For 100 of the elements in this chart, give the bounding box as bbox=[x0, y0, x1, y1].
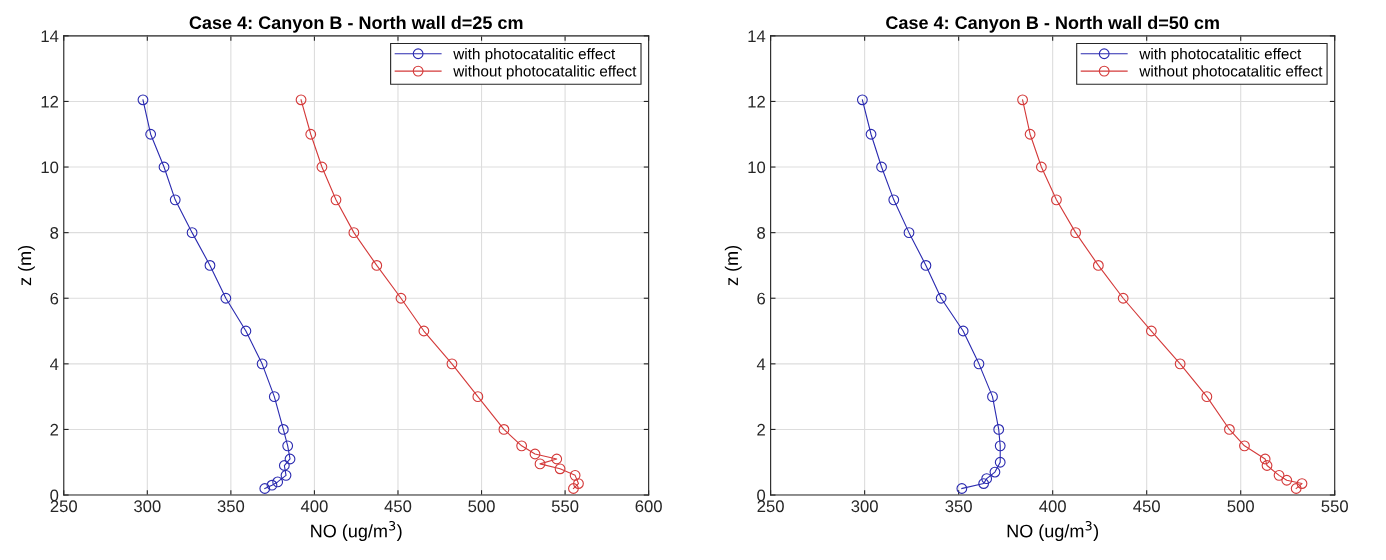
y-tick-label: 4 bbox=[756, 358, 766, 370]
point bbox=[268, 391, 280, 403]
point bbox=[1290, 483, 1302, 494]
point bbox=[978, 478, 990, 489]
y-tick-label: 10 bbox=[41, 161, 59, 174]
point bbox=[994, 440, 1006, 452]
x-tick-label: 400 bbox=[300, 500, 328, 513]
legend-label: without photocatalitic effect bbox=[1139, 65, 1323, 80]
point bbox=[981, 473, 993, 485]
point bbox=[920, 260, 932, 271]
point bbox=[282, 440, 294, 452]
point bbox=[1024, 128, 1036, 140]
point bbox=[330, 194, 342, 206]
point bbox=[145, 128, 157, 140]
point bbox=[277, 424, 289, 435]
legend-label: with photocatalitic effect bbox=[453, 48, 616, 63]
point bbox=[956, 483, 968, 494]
point bbox=[272, 476, 284, 488]
point bbox=[280, 469, 292, 481]
point bbox=[295, 94, 307, 106]
point bbox=[876, 161, 887, 173]
point bbox=[220, 292, 232, 304]
point bbox=[534, 458, 546, 470]
y-tick-label: 12 bbox=[41, 95, 59, 108]
point bbox=[284, 453, 296, 465]
point bbox=[1281, 474, 1293, 486]
point bbox=[973, 358, 985, 370]
chart-title: Case 4: Canyon B - North wall d=50 cm bbox=[886, 15, 1219, 33]
y-tick-label: 10 bbox=[748, 161, 766, 174]
point bbox=[418, 325, 430, 337]
chart-title: Case 4: Canyon B - North wall d=25 cm bbox=[189, 15, 523, 33]
point bbox=[1296, 478, 1308, 489]
point bbox=[516, 440, 528, 452]
point bbox=[278, 460, 290, 471]
point bbox=[472, 391, 484, 403]
point bbox=[1224, 424, 1235, 435]
point bbox=[1051, 194, 1062, 206]
x-tick-label: 250 bbox=[757, 500, 784, 513]
point bbox=[1145, 325, 1157, 337]
point bbox=[573, 478, 584, 489]
point bbox=[569, 469, 581, 481]
point bbox=[993, 424, 1005, 435]
point bbox=[266, 479, 278, 491]
point bbox=[305, 128, 317, 140]
y-tick-label: 0 bbox=[757, 489, 766, 502]
x-tick-label: 600 bbox=[635, 500, 662, 513]
y-tick-label: 2 bbox=[757, 423, 765, 436]
x-axis-title: NO (ug/m$^{3}$) bbox=[311, 520, 402, 542]
y-tick-label: 6 bbox=[757, 292, 766, 305]
point bbox=[158, 161, 170, 173]
x-tick-label: 350 bbox=[945, 500, 972, 513]
point bbox=[446, 358, 458, 370]
point bbox=[169, 194, 181, 206]
point bbox=[529, 448, 541, 460]
x-tick-label: 450 bbox=[384, 500, 412, 513]
point bbox=[856, 94, 868, 106]
point bbox=[256, 358, 268, 370]
x-tick-label: 450 bbox=[1133, 500, 1160, 513]
point bbox=[395, 292, 407, 304]
point bbox=[994, 456, 1006, 468]
point bbox=[1070, 227, 1082, 239]
point bbox=[498, 424, 510, 435]
point bbox=[1201, 391, 1213, 403]
point bbox=[554, 463, 566, 475]
point bbox=[1261, 460, 1273, 471]
legend-label: with photocatalitic effect bbox=[1139, 48, 1302, 63]
point bbox=[935, 292, 947, 304]
point bbox=[186, 227, 198, 239]
y-tick-label: 14 bbox=[748, 30, 766, 42]
x-tick-label: 300 bbox=[134, 500, 161, 513]
y-tick-label: 8 bbox=[50, 227, 59, 239]
y-tick-label: 14 bbox=[41, 30, 59, 42]
x-tick-label: 550 bbox=[1321, 500, 1348, 513]
point bbox=[987, 391, 998, 403]
y-axis-title: z (m) bbox=[724, 246, 742, 286]
point bbox=[957, 325, 969, 337]
x-tick-label: 250 bbox=[50, 500, 78, 513]
point bbox=[1273, 469, 1285, 481]
point bbox=[1035, 161, 1047, 173]
point bbox=[865, 128, 877, 140]
point bbox=[316, 161, 328, 173]
point bbox=[1117, 292, 1129, 304]
y-tick-label: 6 bbox=[50, 292, 59, 305]
y-tick-label: 0 bbox=[50, 489, 59, 502]
point bbox=[137, 94, 149, 106]
y-tick-label: 12 bbox=[748, 95, 765, 108]
legend-label: without photocatalitic effect bbox=[453, 65, 637, 80]
point bbox=[551, 453, 563, 465]
point bbox=[888, 194, 900, 206]
x-axis-title: NO (ug/m$^{3}$) bbox=[1007, 520, 1099, 542]
point bbox=[240, 325, 252, 337]
x-tick-label: 300 bbox=[851, 500, 878, 513]
point bbox=[348, 227, 360, 239]
y-axis-title: z (m) bbox=[17, 246, 35, 286]
point bbox=[1017, 94, 1028, 106]
point bbox=[903, 227, 915, 239]
x-tick-label: 500 bbox=[1227, 500, 1254, 513]
point bbox=[1239, 440, 1250, 452]
y-tick-label: 8 bbox=[757, 227, 766, 239]
x-tick-label: 350 bbox=[217, 500, 245, 513]
